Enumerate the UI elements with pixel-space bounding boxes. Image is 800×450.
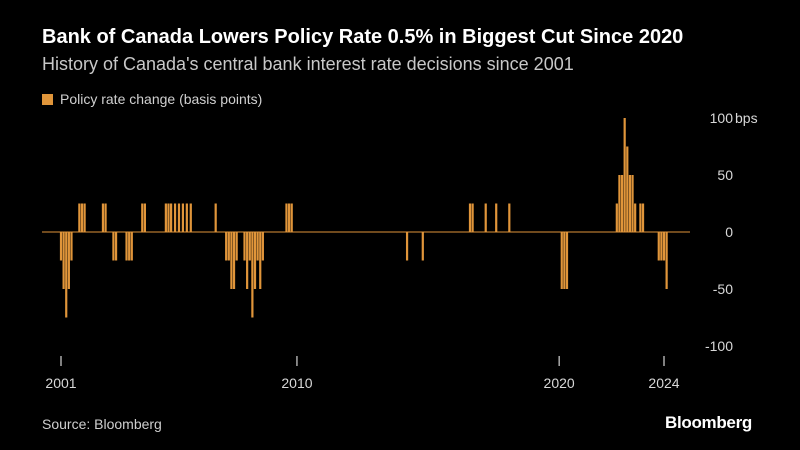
x-tick-label: 2001 (45, 375, 76, 391)
y-tick-label: 50 (717, 167, 733, 183)
chart-title: Bank of Canada Lowers Policy Rate 0.5% i… (42, 26, 684, 48)
bar-cut (70, 232, 73, 261)
bar-cut (130, 232, 133, 261)
bar-hike (626, 146, 629, 232)
bar-cut (421, 232, 424, 261)
bar-hike (639, 203, 642, 232)
x-tick-label: 2024 (648, 375, 679, 391)
bar-cut (227, 232, 230, 261)
bar-cut (657, 232, 660, 261)
bar-hike (167, 203, 170, 232)
bar-hike (508, 203, 511, 232)
bar-hike (185, 203, 188, 232)
bar-hike (78, 203, 81, 232)
bar-cut (246, 232, 249, 289)
bar-hike (471, 203, 474, 232)
bar-cut (128, 232, 131, 261)
bar-hike (615, 203, 618, 232)
y-tick-label: -100 (705, 338, 733, 354)
bar-cut (225, 232, 228, 261)
bar-cut (251, 232, 254, 318)
bar-cut (665, 232, 668, 289)
y-tick-label: 0 (725, 224, 733, 240)
bar-cut (565, 232, 569, 289)
bar-hike (290, 203, 293, 232)
legend-label: Policy rate change (basis points) (60, 91, 263, 107)
bar-hike (164, 203, 167, 232)
bar-hike (618, 175, 621, 232)
bar-hike (83, 203, 86, 232)
bar-hike (468, 203, 472, 232)
bar-cut (261, 232, 264, 261)
y-unit-label: bps (735, 110, 758, 126)
bar-hike (80, 203, 84, 232)
source-note: Source: Bloomberg (42, 416, 162, 432)
x-tick-label: 2020 (544, 375, 575, 391)
legend-swatch (42, 93, 53, 105)
bar-cut (259, 232, 262, 289)
bar-hike (143, 203, 146, 232)
bar-hike (214, 203, 217, 232)
bar-cut (230, 232, 233, 289)
bar-hike (173, 203, 177, 232)
bar-hike (628, 175, 632, 232)
bar-hike (181, 203, 185, 232)
bar-hike (484, 203, 487, 232)
bar-cut (112, 232, 115, 261)
y-tick-label: 100 (710, 110, 734, 126)
bar-cut (62, 232, 65, 289)
bar-cut (560, 232, 563, 289)
bar-hike (285, 203, 288, 232)
legend: Policy rate change (basis points) (42, 91, 262, 107)
bar-cut (114, 232, 118, 261)
bar-cut (256, 232, 259, 261)
bar-hike (641, 203, 645, 232)
bar-hike (631, 175, 634, 232)
y-tick-label: -50 (713, 281, 733, 297)
bar-hike (623, 118, 626, 232)
bar-hike (634, 203, 637, 232)
bar-cut (125, 232, 128, 261)
bar-cut (67, 232, 70, 289)
bloomberg-logo: Bloomberg (664, 413, 752, 432)
bar-cut (59, 232, 63, 261)
bar-hike (287, 203, 291, 232)
bar-cut (405, 232, 409, 261)
bar-hike (620, 175, 624, 232)
bar-hike (170, 203, 173, 232)
chart-subtitle: History of Canada's central bank interes… (42, 54, 574, 74)
y-axis: 100 50 0 -50 -100 bps (705, 110, 758, 354)
bar-cut (243, 232, 246, 261)
bars-layer (59, 118, 668, 318)
bar-hike (141, 203, 144, 232)
bar-cut (232, 232, 236, 289)
bar-cut (253, 232, 257, 289)
bar-cut (65, 232, 68, 318)
bar-cut (563, 232, 566, 289)
bar-hike (495, 203, 498, 232)
bar-cut (235, 232, 238, 261)
bar-cut (248, 232, 251, 261)
bar-hike (177, 203, 181, 232)
bar-hike (104, 203, 107, 232)
x-tick-label: 2010 (281, 375, 312, 391)
bar-hike (101, 203, 105, 232)
bar-hike (189, 203, 192, 232)
bar-cut (662, 232, 666, 261)
x-axis: 2001 2010 2020 2024 (45, 356, 680, 391)
bar-cut (660, 232, 663, 261)
